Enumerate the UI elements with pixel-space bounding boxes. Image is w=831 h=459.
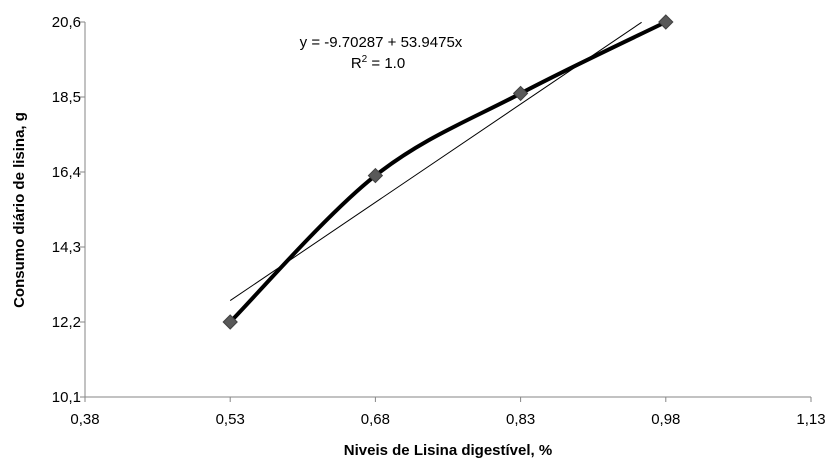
data-point-marker	[222, 314, 238, 330]
x-tick-label: 0,38	[70, 411, 99, 428]
x-axis-title: Niveis de Lisina digestível, %	[344, 442, 552, 459]
y-tick-label: 16,4	[52, 164, 81, 181]
data-point-marker	[658, 14, 674, 30]
chart-axes	[84, 22, 811, 398]
x-tick-label: 0,98	[651, 411, 680, 428]
r-squared-label: R2 = 1.0	[351, 54, 405, 72]
y-tick-label: 14,3	[52, 239, 81, 256]
series-markers	[222, 14, 674, 330]
data-point-marker	[367, 167, 384, 184]
r-squared-value: = 1.0	[367, 55, 405, 72]
y-tick-label: 18,5	[52, 89, 81, 106]
y-axis-title: Consumo diário de lisina, g	[11, 112, 28, 308]
y-tick-label: 12,2	[52, 314, 81, 331]
series-smooth-line	[228, 20, 668, 324]
x-ticks: 0,38 0,53 0,68 0,83 0,98 1,13	[70, 397, 826, 428]
x-tick-label: 0,53	[216, 411, 245, 428]
x-tick-label: 0,83	[506, 411, 535, 428]
y-tick-label: 10,1	[52, 389, 81, 406]
y-tick-label: 20,6	[52, 14, 81, 31]
trendline-equation: y = -9.70287 + 53.9475x	[300, 34, 463, 51]
data-point-marker	[512, 85, 529, 102]
y-ticks: 10,1 12,2 14,3 16,4 18,5 20,6	[52, 14, 85, 406]
r-squared-r: R	[351, 55, 362, 72]
x-tick-label: 0,68	[361, 411, 390, 428]
r-squared-exponent: 2	[362, 54, 368, 65]
x-tick-label: 1,13	[796, 411, 825, 428]
